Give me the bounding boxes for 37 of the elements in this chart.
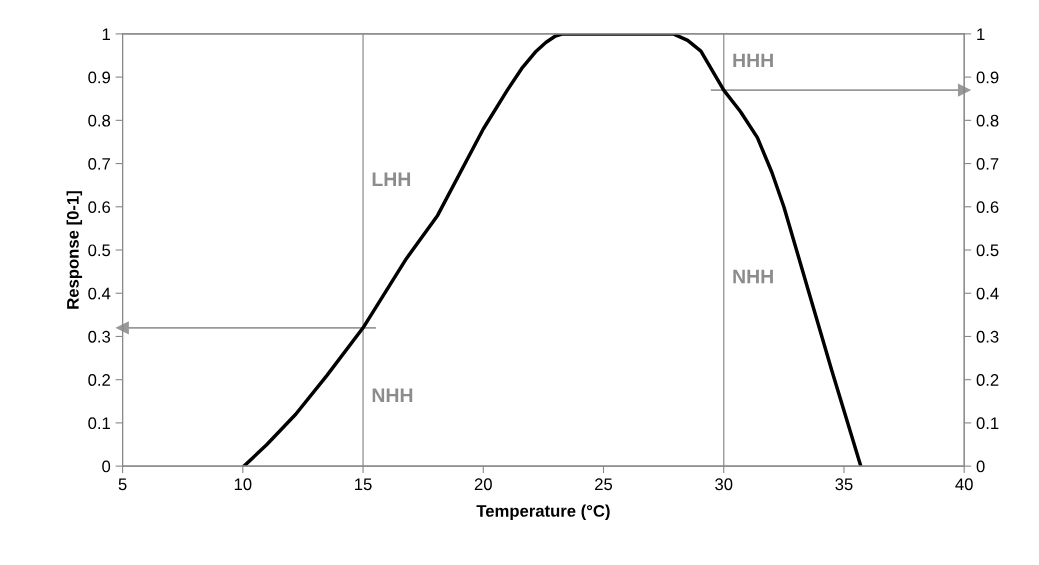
x-tick-label: 15: [355, 478, 372, 491]
x-tick-label: 25: [595, 478, 613, 491]
y-tick-label: 0.1: [88, 417, 110, 430]
x-axis-title: Temperature (°C): [476, 504, 610, 521]
x-tick-label: 40: [955, 478, 973, 491]
y2-tick-label: 0.5: [976, 244, 999, 257]
y-axis-title: Response [0-1]: [66, 191, 83, 309]
y2-tick-label: 0.7: [976, 157, 999, 170]
x-tick-label: 35: [835, 478, 853, 491]
x-tick-label: 10: [234, 478, 252, 491]
y-tick-label: 0.9: [88, 71, 111, 84]
y-tick-label: 0.2: [88, 374, 110, 386]
annotation: LHH: [372, 172, 411, 186]
y2-tick-label: 0.6: [976, 201, 999, 213]
annotation: NHH: [733, 269, 773, 284]
y2-tick-label: 0.2: [976, 374, 999, 386]
y-tick-label: 0: [102, 460, 111, 473]
line-series: [242, 33, 863, 467]
x-tick-label: 30: [715, 478, 733, 491]
y-tick-label: 0.4: [88, 287, 111, 300]
y2-tick-label: 0.9: [976, 71, 999, 84]
y-tick-label: 0.5: [88, 244, 111, 257]
y-tick-label: 0.3: [88, 330, 111, 343]
y2-tick-label: 0.8: [976, 114, 999, 127]
annotation: HHH: [733, 53, 773, 68]
x-tick-label: 5: [118, 478, 127, 491]
y-tick-label: 0.8: [88, 114, 111, 127]
y-tick-label: 1: [102, 28, 110, 40]
y2-tick-label: 0.4: [976, 287, 999, 300]
x-tick-label: 20: [474, 478, 492, 491]
y2-tick-label: 0.3: [976, 330, 999, 343]
y2-tick-label: 1: [977, 28, 985, 40]
y2-tick-label: 0: [976, 460, 985, 473]
y2-tick-label: 0.1: [976, 417, 999, 430]
annotation: NHH: [372, 388, 413, 402]
y-tick-label: 0.6: [88, 201, 111, 213]
y-tick-label: 0.7: [88, 157, 110, 170]
